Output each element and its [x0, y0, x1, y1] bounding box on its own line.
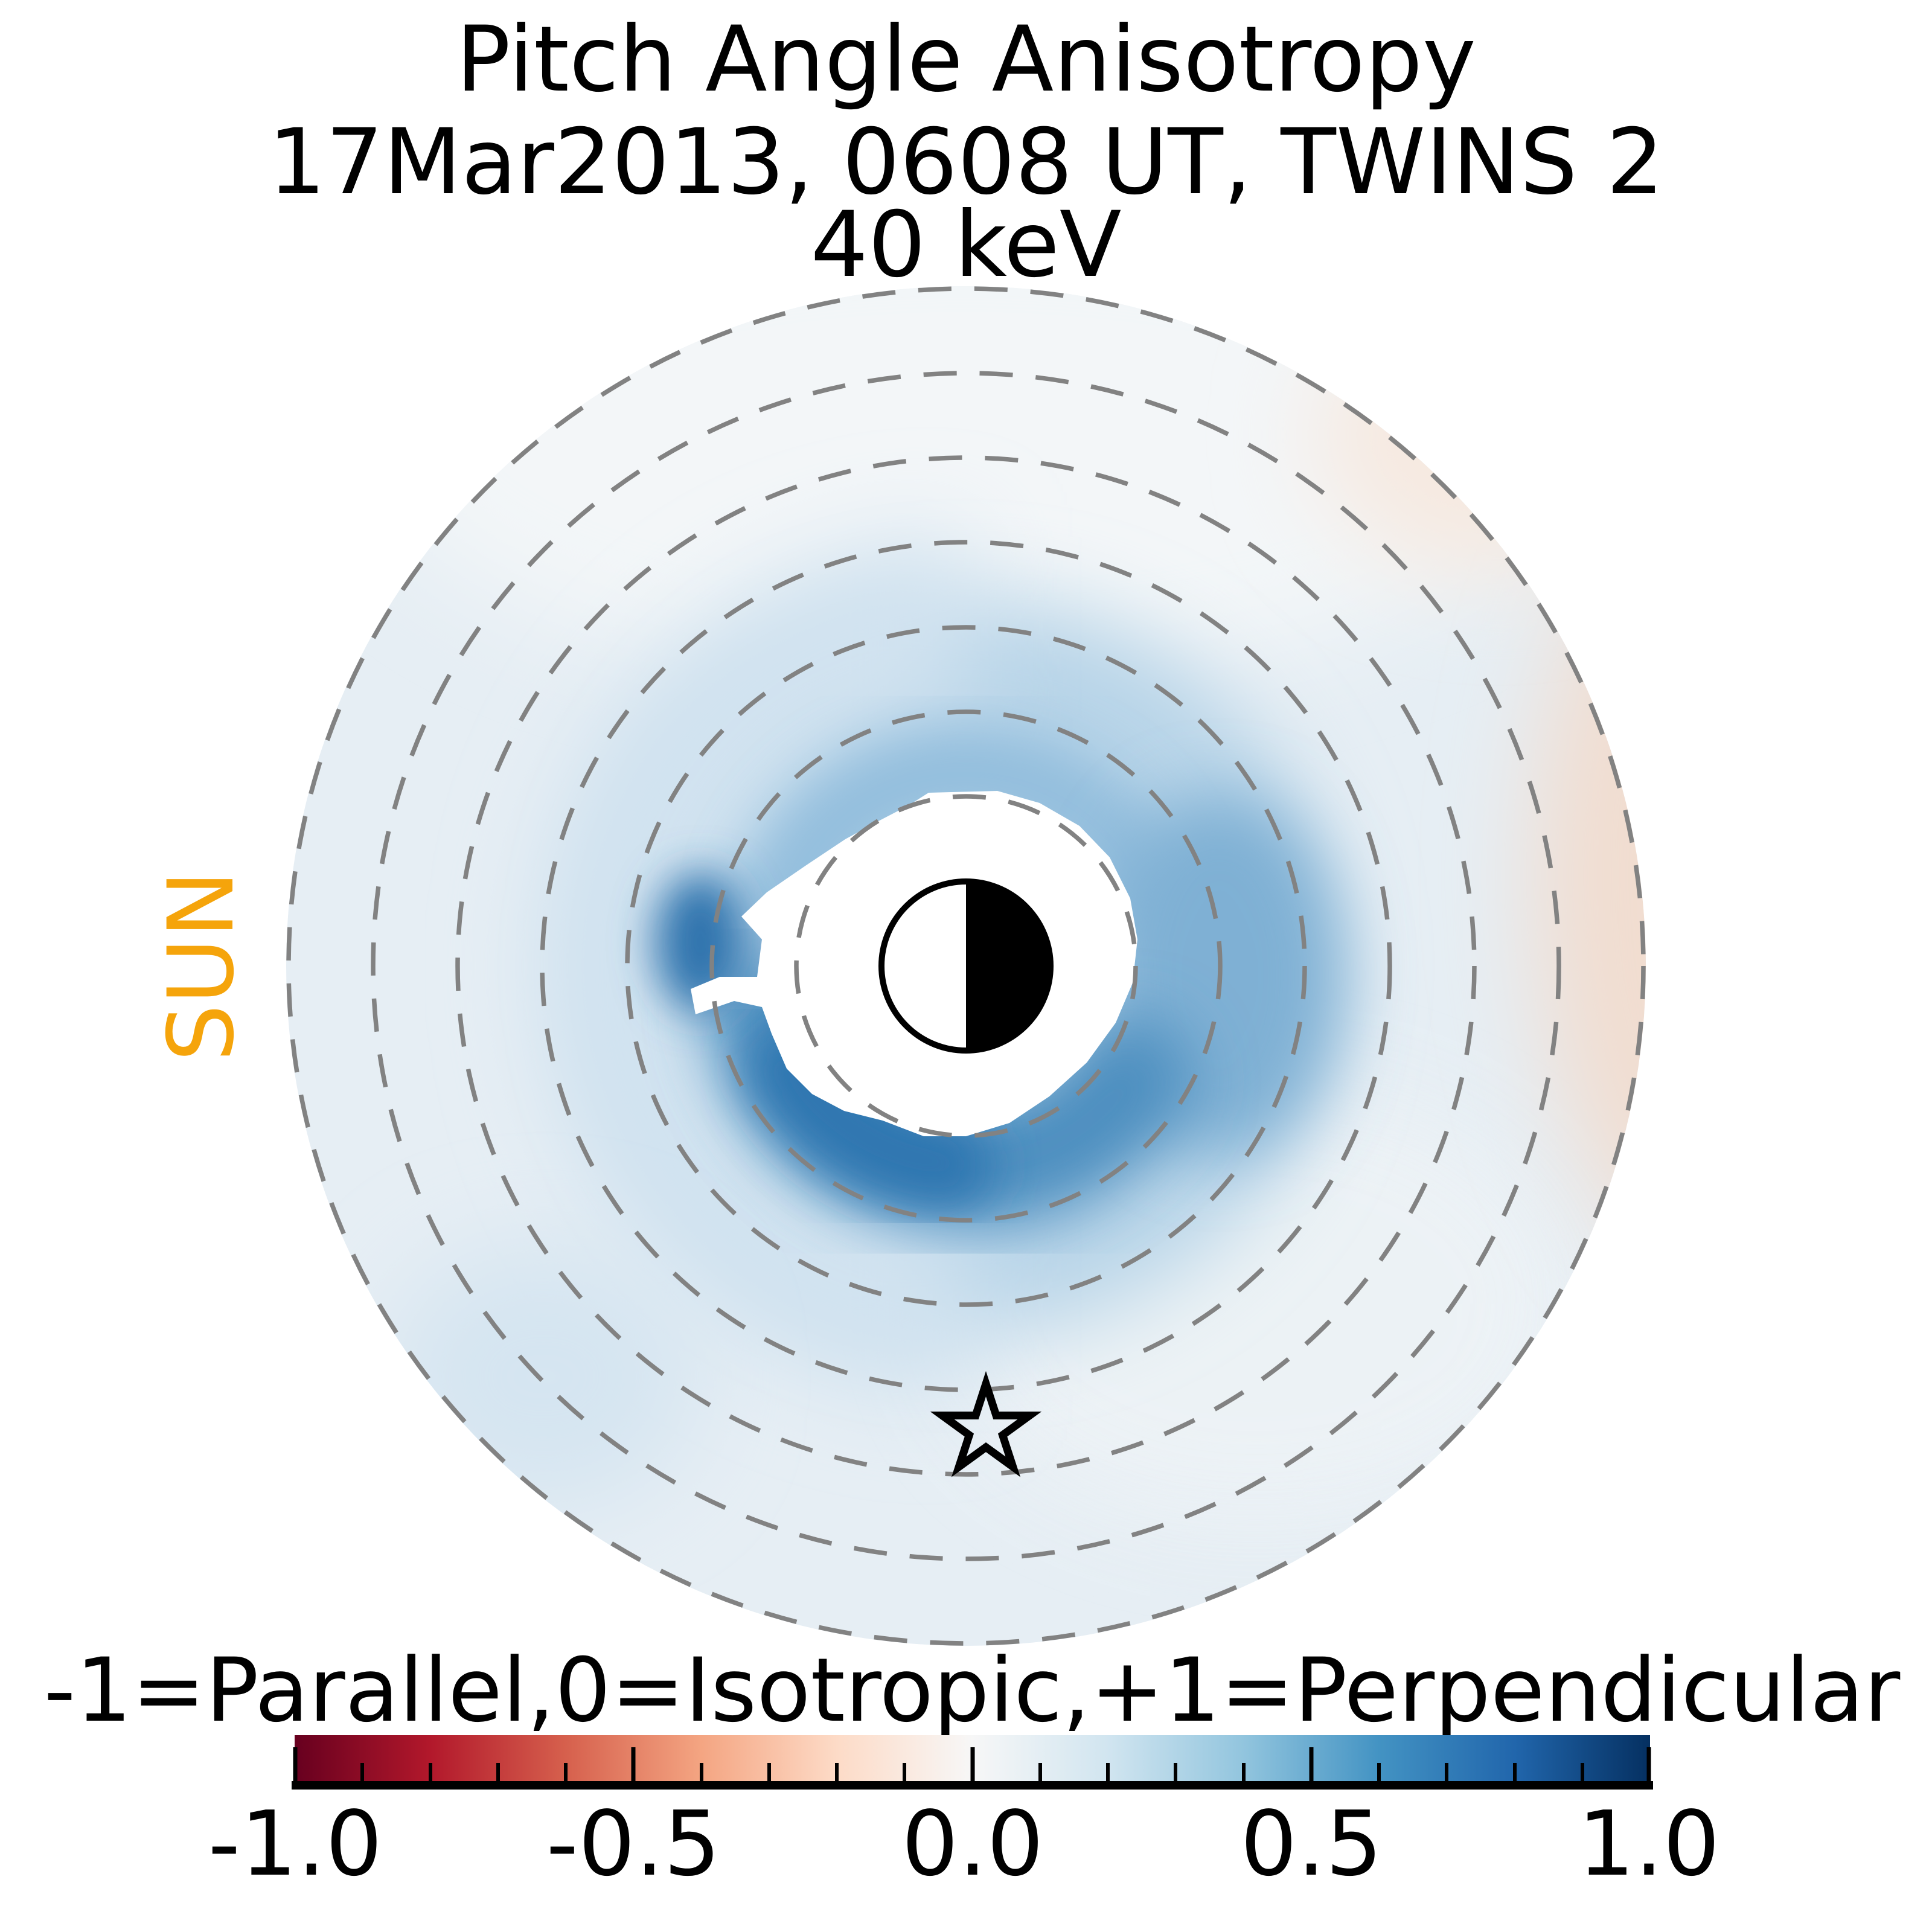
- sun-direction-label: SUN: [149, 870, 254, 1061]
- ring-4re: [625, 625, 1307, 1307]
- ring-6re: [455, 455, 1477, 1477]
- colorbar-tick-labels: -1.0 -0.5 0.0 0.5 1.0: [208, 1792, 1720, 1896]
- tick-label-zero: 0.0: [901, 1792, 1043, 1896]
- plot-title: Pitch Angle Anisotropy: [456, 7, 1476, 112]
- tick-label-neg05: -0.5: [546, 1792, 721, 1896]
- ring-3re: [709, 709, 1223, 1223]
- colorbar-major-ticks: [293, 1747, 1651, 1782]
- field-blue-north-band: [739, 727, 1193, 945]
- field-dark-west-spot: [655, 872, 746, 1011]
- l-shell-rings: [286, 286, 1646, 1646]
- earth-symbol: [878, 878, 1054, 1054]
- colorbar-minor-ticks: [360, 1763, 1584, 1782]
- colorbar-axis-line: [292, 1781, 1653, 1790]
- tick-label-pos1: 1.0: [1578, 1792, 1719, 1896]
- star-marker: [930, 1371, 1042, 1477]
- ring-2re: [794, 794, 1138, 1138]
- colorbar: -1=Parallel,0=Isotropic,+1=Perpendicular…: [44, 1639, 1901, 1896]
- tick-label-neg1: -1.0: [208, 1792, 383, 1896]
- field-pink-east-edge: [1534, 465, 1646, 1286]
- ring-8re: [286, 286, 1646, 1646]
- ring-5re: [540, 540, 1392, 1392]
- earth-nightside: [966, 881, 1051, 1051]
- colorbar-label: -1=Parallel,0=Isotropic,+1=Perpendicular: [44, 1639, 1901, 1742]
- anisotropy-field: [286, 286, 1646, 1646]
- field-pink-northeast: [1316, 296, 1646, 574]
- title-block: Pitch Angle Anisotropy 17Mar2013, 0608 U…: [268, 7, 1664, 298]
- plot-subtitle-energy: 40 keV: [811, 193, 1122, 298]
- plot-subtitle-datetime: 17Mar2013, 0608 UT, TWINS 2: [268, 110, 1664, 215]
- tick-label-pos05: 0.5: [1240, 1792, 1382, 1896]
- ring-7re: [371, 371, 1561, 1561]
